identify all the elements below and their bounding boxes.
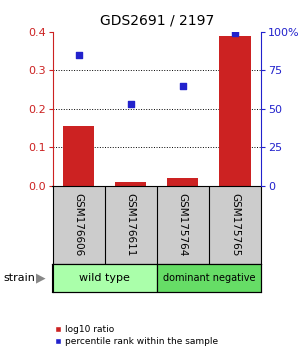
Point [128, 101, 133, 107]
Bar [115, 182, 146, 186]
Point [180, 83, 185, 88]
Text: GSM176611: GSM176611 [126, 193, 136, 257]
Text: strain: strain [3, 273, 35, 283]
Text: dominant negative: dominant negative [163, 273, 255, 283]
Text: GSM175764: GSM175764 [178, 193, 188, 257]
Text: GSM176606: GSM176606 [74, 193, 84, 256]
Text: GSM175765: GSM175765 [230, 193, 240, 257]
Bar [157, 264, 261, 292]
Text: wild type: wild type [79, 273, 130, 283]
Text: ▶: ▶ [36, 272, 45, 284]
Bar [219, 36, 250, 186]
Legend: log10 ratio, percentile rank within the sample: log10 ratio, percentile rank within the … [51, 321, 222, 349]
Point [76, 52, 81, 58]
Bar [52, 264, 157, 292]
Point [232, 30, 237, 36]
Title: GDS2691 / 2197: GDS2691 / 2197 [100, 14, 214, 28]
Bar [63, 126, 94, 186]
Bar [167, 178, 199, 186]
